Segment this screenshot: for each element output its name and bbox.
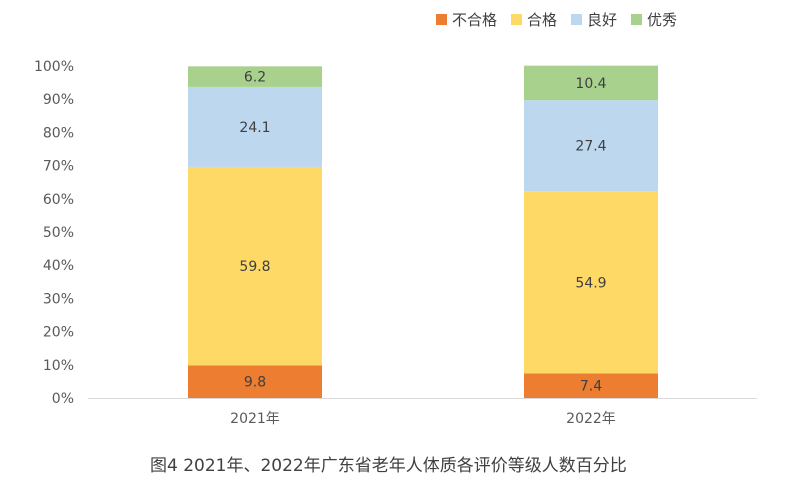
legend-swatch-fail: [436, 13, 447, 25]
legend-item-excellent: 优秀: [631, 9, 677, 30]
data-label: 59.8: [239, 259, 270, 275]
y-tick-label: 70%: [43, 159, 74, 175]
y-tick-label: 80%: [43, 125, 74, 141]
bar-segment: [524, 100, 658, 192]
figure-caption: 图4 2021年、2022年广东省老年人体质各评价等级人数百分比: [150, 456, 627, 476]
data-label: 9.8: [244, 375, 266, 391]
y-tick-label: 0%: [52, 391, 74, 407]
x-axis: 2021年 2022年: [88, 398, 757, 427]
x-tick-label: 2021年: [230, 411, 280, 427]
legend-swatch-pass: [511, 13, 523, 25]
x-tick-label: 2022年: [566, 411, 616, 427]
data-label: 24.1: [239, 120, 270, 136]
legend-label-good: 良好: [587, 10, 618, 29]
bar-segment: [188, 66, 322, 87]
legend-item-fail: 不合格: [436, 9, 497, 30]
legend-label-excellent: 优秀: [647, 10, 678, 29]
legend: 不合格 合格 良好 优秀: [436, 8, 677, 30]
data-label: 10.4: [575, 76, 606, 92]
y-tick-label: 10%: [43, 358, 74, 374]
y-tick-label: 50%: [43, 225, 74, 241]
legend-swatch-good: [571, 13, 583, 25]
y-tick-label: 90%: [43, 92, 74, 108]
legend-swatch-excellent: [631, 13, 643, 25]
legend-label-pass: 合格: [527, 10, 558, 29]
bar-segment: [524, 191, 658, 374]
bar-segment: [524, 373, 658, 398]
data-label: 54.9: [575, 275, 606, 291]
bar-segment: [524, 65, 658, 101]
legend-label-fail: 不合格: [452, 10, 498, 29]
data-label: 6.2: [244, 70, 266, 86]
data-label: 7.4: [580, 379, 602, 395]
y-tick-label: 40%: [43, 258, 74, 274]
y-axis: 0% 10% 20% 30% 40% 50% 60% 70% 80% 90% 100%: [34, 59, 74, 407]
bar-plot-area: 9.8 59.8 24.1 6.2 7.4 54.9 27.4 10.4: [188, 65, 658, 398]
legend-item-pass: 合格: [511, 9, 557, 30]
legend-item-good: 良好: [571, 9, 617, 30]
bar-segment: [188, 86, 322, 167]
y-tick-label: 100%: [34, 59, 74, 75]
data-label: 27.4: [575, 139, 606, 155]
y-tick-label: 20%: [43, 325, 74, 341]
y-tick-label: 60%: [43, 192, 74, 208]
y-tick-label: 30%: [43, 291, 74, 307]
bar-segment: [188, 365, 322, 398]
bar-segment: [188, 166, 322, 366]
